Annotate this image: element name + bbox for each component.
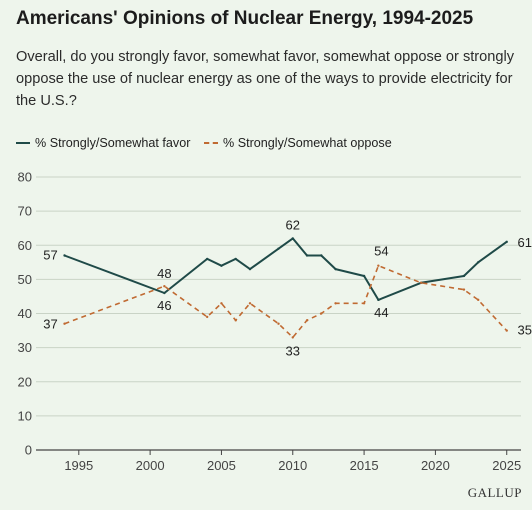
data-point-favor (362, 274, 366, 278)
chart-subtitle: Overall, do you strongly favor, somewhat… (16, 49, 515, 109)
chart-title: Americans' Opinions of Nuclear Energy, 1… (16, 8, 474, 29)
data-label-favor: 62 (286, 217, 300, 232)
y-tick-label: 0 (25, 443, 32, 458)
series-line-oppose (64, 264, 508, 339)
series-line-favor (64, 237, 508, 301)
x-tick-label: 2005 (207, 458, 236, 473)
legend-swatch-oppose (204, 142, 218, 144)
legend-swatch-favor (16, 142, 30, 144)
y-tick-label: 60 (18, 238, 32, 253)
y-tick-label: 50 (18, 272, 32, 287)
x-tick-label: 2025 (492, 458, 521, 473)
x-tick-label: 2020 (421, 458, 450, 473)
x-tick-label: 2010 (278, 458, 307, 473)
data-point-favor (248, 267, 252, 271)
legend-item-oppose: % Strongly/Somewhat oppose (204, 136, 392, 150)
data-point-oppose (334, 302, 337, 305)
data-point-oppose (205, 315, 209, 319)
data-label-oppose: 54 (374, 244, 388, 259)
data-point-favor (205, 257, 209, 261)
data-point-oppose (277, 322, 280, 325)
data-point-favor (163, 291, 166, 295)
data-point-favor (291, 237, 294, 240)
data-point-favor (377, 298, 380, 302)
data-point-oppose (63, 322, 66, 325)
data-label-favor: 61 (518, 235, 532, 250)
data-label-oppose: 35 (518, 323, 532, 338)
gallup-logo: GALLUP (467, 485, 522, 500)
data-point-oppose (362, 302, 366, 305)
data-point-favor (462, 274, 466, 278)
legend: % Strongly/Somewhat favor % Strongly/Som… (16, 136, 521, 154)
data-label-oppose: 48 (157, 266, 171, 281)
y-tick-label: 20 (18, 374, 32, 389)
x-tick-label: 2015 (350, 458, 379, 473)
data-point-favor (334, 267, 337, 271)
y-tick-label: 80 (18, 170, 32, 185)
legend-label-oppose: % Strongly/Somewhat oppose (223, 136, 392, 150)
data-label-favor: 57 (43, 247, 57, 262)
data-point-favor (477, 261, 480, 264)
data-point-oppose (163, 285, 166, 288)
data-point-oppose (320, 312, 323, 315)
data-point-oppose (505, 329, 508, 332)
x-tick-label: 1995 (64, 458, 93, 473)
data-point-oppose (377, 264, 380, 267)
data-point-favor (220, 264, 223, 267)
y-tick-label: 70 (18, 204, 32, 219)
y-tick-label: 40 (18, 306, 32, 321)
data-point-favor (63, 254, 66, 257)
data-label-favor: 46 (157, 298, 171, 313)
data-label-oppose: 33 (286, 343, 300, 358)
data-point-oppose (220, 302, 223, 305)
data-point-oppose (419, 281, 423, 284)
data-point-oppose (477, 298, 480, 302)
data-point-favor (305, 254, 309, 257)
y-tick-label: 10 (18, 408, 32, 423)
legend-item-favor: % Strongly/Somewhat favor (16, 136, 190, 150)
data-point-oppose (291, 336, 294, 339)
data-point-favor (234, 257, 237, 261)
data-point-oppose (462, 288, 466, 291)
data-point-oppose (305, 319, 309, 322)
data-label-oppose: 37 (43, 317, 57, 332)
x-tick-label: 2000 (136, 458, 165, 473)
legend-label-favor: % Strongly/Somewhat favor (35, 136, 191, 150)
data-label-favor: 44 (374, 305, 388, 320)
data-point-oppose (248, 302, 252, 305)
y-tick-label: 30 (18, 340, 32, 355)
data-point-favor (320, 254, 323, 257)
data-point-favor (505, 240, 508, 244)
data-point-favor (277, 247, 280, 250)
data-point-oppose (234, 319, 237, 322)
